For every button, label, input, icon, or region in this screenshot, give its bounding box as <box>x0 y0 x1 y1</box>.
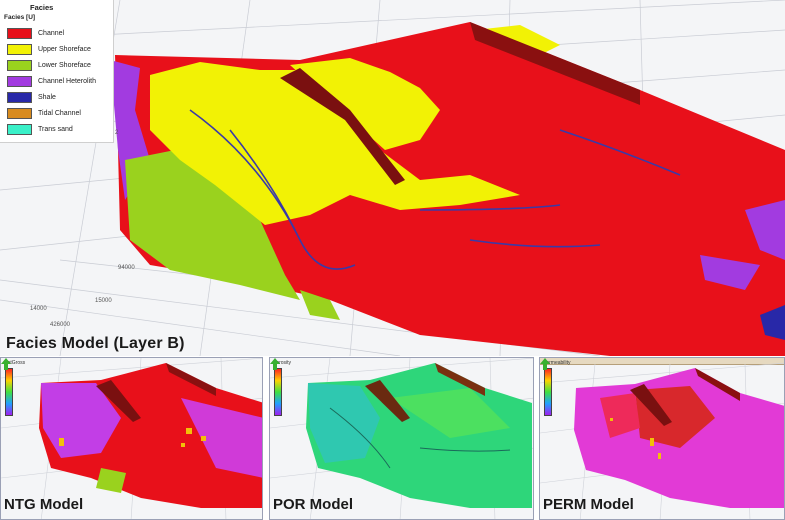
upper-shoreface-region-2 <box>290 58 440 150</box>
north-arrow-icon <box>1 358 11 370</box>
por-ridge <box>365 380 410 422</box>
ntg-colorbar-title: NetGross <box>4 360 26 366</box>
por-colorbar-title: Porosity <box>273 360 292 366</box>
legend-item-tidal-channel: Tidal Channel <box>7 107 81 119</box>
perm-yellow-spots <box>610 418 661 459</box>
shale-pocket <box>760 305 785 340</box>
legend-label: Channel <box>38 29 65 37</box>
legend-swatch <box>7 43 32 55</box>
legend-item-shale: Shale <box>7 91 56 103</box>
perm-3d-render[interactable] <box>540 358 785 520</box>
por-3d-render[interactable] <box>270 358 534 520</box>
por-light-zone <box>390 388 510 438</box>
axis-label-4: 15000 <box>95 298 112 304</box>
por-streaks <box>329 407 511 469</box>
axis-label-3: 94000 <box>118 265 135 271</box>
legend-title: Facies <box>30 3 54 12</box>
por-model-panel[interactable]: Porosity POR Model <box>269 357 534 520</box>
legend-swatch <box>7 91 32 103</box>
ntg-caption: NTG Model <box>4 496 84 513</box>
legend-subtitle: Facies [U] <box>4 14 36 21</box>
legend-swatch <box>7 59 32 71</box>
channel-ridge <box>280 68 405 185</box>
legend-label: Upper Shoreface <box>38 45 91 53</box>
facies-3d-render[interactable] <box>0 0 785 356</box>
ntg-3d-render[interactable] <box>1 358 263 520</box>
por-colorbar <box>274 368 282 416</box>
top-scarp <box>470 22 640 105</box>
ntg-model-panel[interactable]: NetGross NTG Model <box>0 357 263 520</box>
legend-swatch <box>7 75 32 87</box>
legend-item-trans-sand: Trans sand <box>7 123 73 135</box>
perm-caption: PERM Model <box>543 496 634 513</box>
legend-item-lower-shoreface: Lower Shoreface <box>7 59 91 71</box>
legend-swatch <box>7 107 32 119</box>
ntg-colorbar <box>5 368 13 416</box>
perm-toolbar[interactable] <box>540 358 784 365</box>
perm-red-zone-2 <box>600 393 640 438</box>
por-scarp <box>435 363 485 396</box>
legend-item-channel: Channel <box>7 27 64 39</box>
perm-scarp <box>695 368 740 401</box>
perm-model-panel[interactable]: Permeability PERM Model <box>539 357 785 520</box>
legend-item-channel-heterolith: Channel Heterolith <box>7 75 96 87</box>
legend-label: Shale <box>38 93 56 101</box>
heterolith-region-right <box>745 200 785 260</box>
legend-label: Lower Shoreface <box>38 61 91 69</box>
lower-shoreface-region <box>125 150 300 300</box>
perm-colorbar <box>544 368 552 416</box>
main-caption: Facies Model (Layer B) <box>6 335 185 352</box>
facies-legend: Facies Facies [U] Channel Upper Shorefac… <box>0 0 114 143</box>
axis-label-6: 426000 <box>50 322 71 328</box>
legend-item-upper-shoreface: Upper Shoreface <box>7 43 91 55</box>
legend-label: Tidal Channel <box>38 109 81 117</box>
heterolith-region-right-2 <box>700 255 760 290</box>
ntg-yellow-spots <box>59 428 206 447</box>
axis-label-5: 14000 <box>30 306 47 312</box>
legend-swatch <box>7 27 32 39</box>
perm-colorbar-title: Permeability <box>543 360 571 366</box>
por-caption: POR Model <box>273 496 354 513</box>
ntg-scarp <box>166 363 216 396</box>
perm-ridge <box>630 384 672 426</box>
upper-shoreface-region <box>150 62 520 225</box>
ntg-green-zone <box>96 468 126 493</box>
lower-shoreface-strip <box>300 290 340 320</box>
facies-model-view[interactable]: 14000 2 94000 15000 14000 426000 Facies … <box>0 0 785 356</box>
ntg-purple-zone-2 <box>181 398 262 478</box>
axis-label-2: 2 <box>115 130 119 136</box>
ntg-ridge <box>96 380 141 422</box>
legend-label: Trans sand <box>38 125 73 133</box>
por-teal-zone <box>308 383 380 463</box>
legend-label: Channel Heterolith <box>38 77 96 85</box>
legend-swatch <box>7 123 32 135</box>
north-arrow-icon <box>540 358 550 370</box>
north-arrow-icon <box>270 358 280 370</box>
shale-streaks <box>189 109 681 270</box>
